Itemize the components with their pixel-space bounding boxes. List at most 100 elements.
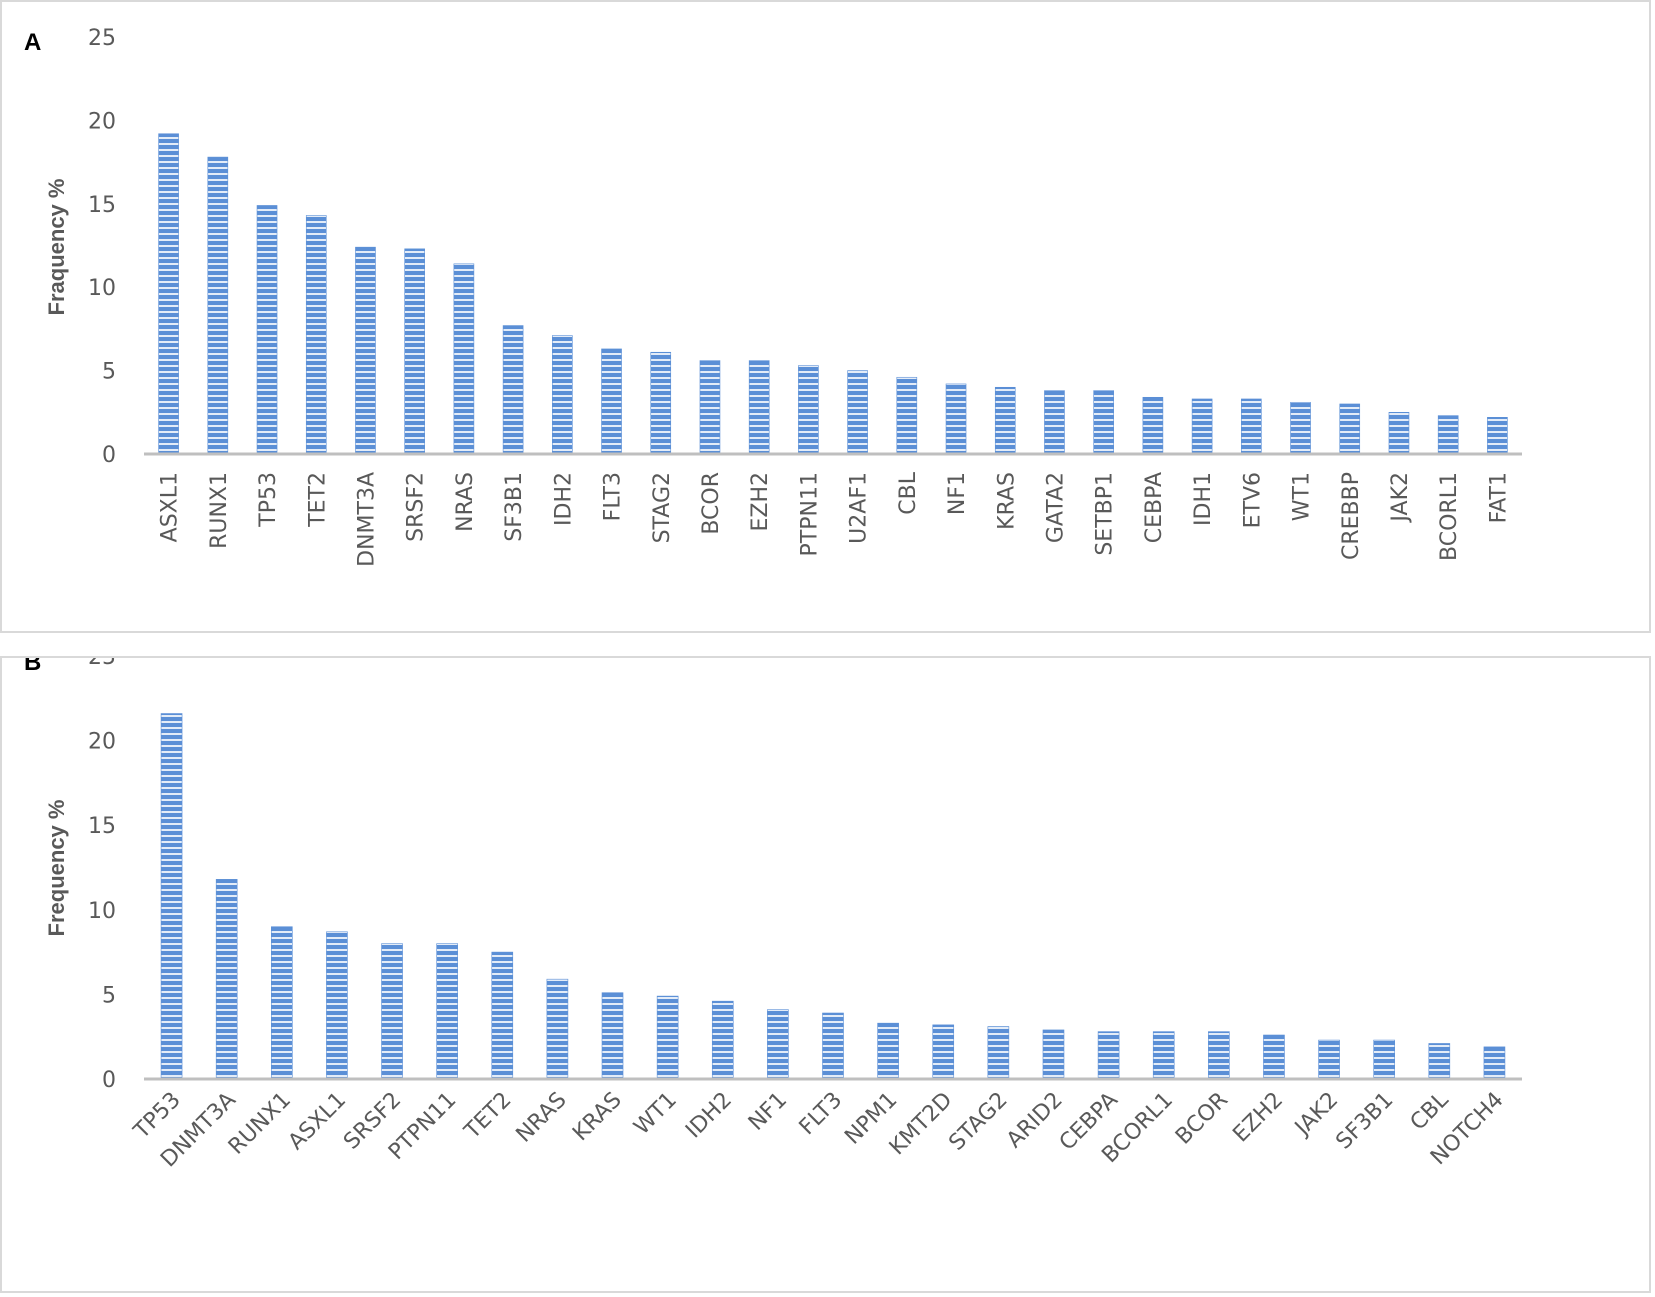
x-tick-label: KMT2D [885,1088,958,1161]
x-tick-label: STAG2 [944,1088,1012,1156]
bar-kmt2d [932,1024,955,1080]
panel-label-b: B [24,658,41,676]
bar-stag2 [650,351,672,455]
bar-tp53 [160,713,183,1080]
x-tick-label: STAG2 [650,472,675,543]
bar-jak2 [1318,1039,1340,1080]
x-tick-label: IDH2 [551,472,576,526]
bar-dnmt3a [355,246,376,455]
x-tick-label: CBL [1406,1087,1454,1135]
bar-sf3b1 [1373,1039,1395,1080]
x-tick-label: ASXL1 [158,472,183,542]
bar-ezh2 [748,360,770,455]
x-tick-label: CEBPA [1142,472,1167,543]
bar-asxl1 [158,133,179,455]
bar-kras [601,992,624,1080]
chart-panel-a: A Fraquency % 0 5 10 15 20 25 ASXL1 RUNX1 TP53 TET2… [0,0,1651,633]
x-tick-label: CBL [896,471,921,514]
y-axis-title: Fraquency % [44,179,69,316]
bar-crebbp [1339,403,1361,455]
x-tick-label: ETV6 [1240,472,1265,528]
bar-runx1 [207,156,229,455]
bar-notch4 [1483,1046,1506,1080]
y-tick-label: 10 [88,899,116,924]
x-tick-label: FAT1 [1486,472,1511,523]
bar-fat1 [1487,417,1508,455]
x-tick-label: ARID2 [1002,1088,1068,1154]
chart-a-svg: A Fraquency % 0 5 10 15 20 25 ASXL1 RUNX1 TP53 TET2… [24,26,1522,567]
bar-idh1 [1191,398,1213,455]
bar-idh2 [711,1000,734,1080]
x-tick-label: KRAS [568,1088,627,1147]
x-tick-label: EZH2 [748,472,773,532]
bar-wt1 [656,995,679,1080]
x-tick-label: SF3B1 [1331,1088,1398,1155]
bar-u2af1 [847,370,868,455]
x-tick-label: BCOR [1171,1088,1233,1150]
x-tick-label: NRAS [453,472,478,532]
x-tick-label: RUNX1 [207,472,232,549]
x-tick-label: SF3B1 [502,472,527,542]
bar-cbl [896,376,918,455]
x-tick-label: WT1 [1290,472,1315,521]
x-tick-label: NF1 [744,1088,792,1136]
y-tick-label: 15 [88,193,116,218]
bar-nras [453,263,475,455]
y-tick-label: 5 [102,360,116,385]
x-tick-label: IDH2 [681,1088,737,1144]
panel-label-a: A [24,29,41,56]
bar-etv6 [1241,398,1262,455]
bar-cbl [1428,1043,1451,1080]
bar-ptpn11 [798,365,819,455]
x-tick-label: TET2 [459,1088,516,1145]
x-tick-label: BCOR [699,472,724,535]
bar-tet2 [305,215,327,455]
x-tick-label: IDH1 [1191,472,1216,526]
bar-flt3 [601,348,622,455]
x-tick-label: DNMT3A [354,472,379,567]
y-axis-title: Frequency % [44,800,69,937]
x-tick-label: SETBP1 [1093,472,1118,556]
y-tick-label: 20 [88,730,116,755]
bar-cebpa [1142,396,1164,455]
x-tick-label: EZH2 [1228,1088,1288,1148]
y-tick-label: 20 [88,109,116,134]
x-tick-label: FLT3 [601,472,626,521]
bar-gata2 [1044,390,1065,455]
bar-tet2 [491,951,514,1080]
x-tick-label: KRAS [994,472,1019,530]
x-tick-label: BCORL1 [1437,472,1462,561]
bar-wt1 [1290,401,1311,455]
bar-dnmt3a [215,879,238,1080]
x-tick-label: NRAS [512,1088,572,1148]
x-tick-label: NF1 [945,472,970,515]
y-tick-label: 10 [88,276,116,301]
x-tick-label: TET2 [305,472,330,528]
bar-flt3 [822,1012,844,1080]
bar-bcorl1 [1152,1031,1175,1080]
x-tick-label: PTPN11 [797,472,822,556]
bar-srsf2 [381,943,403,1080]
x-tick-label: TP53 [256,472,281,528]
x-tick-label: GATA2 [1043,472,1068,543]
bar-stag2 [987,1026,1010,1080]
bar-cebpa [1097,1031,1120,1080]
y-tick-label: 25 [88,658,116,670]
x-tick-label: WT1 [629,1088,681,1140]
x-tick-label: U2AF1 [847,472,872,544]
y-tick-label: 15 [88,814,116,839]
bar-jak2 [1388,411,1410,455]
bar-arid2 [1042,1029,1065,1080]
bar-idh2 [552,335,573,455]
bar-kras [994,386,1016,455]
x-tick-label: JAK2 [1388,472,1413,524]
bar-nf1 [767,1009,789,1080]
bar-setbp1 [1093,390,1114,455]
bar-sf3b1 [502,325,524,455]
bar-npm1 [877,1022,899,1080]
bar-bcor [1208,1031,1230,1080]
y-tick-label: 5 [102,983,116,1008]
x-tick-label: RUNX1 [224,1088,296,1160]
